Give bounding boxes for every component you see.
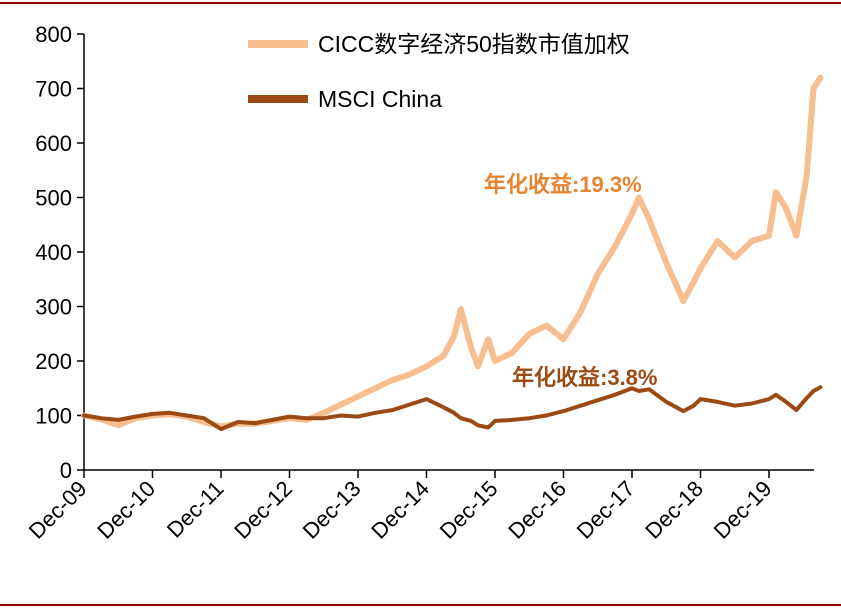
y-tick-label: 200	[35, 349, 72, 374]
x-tick-label: Dec-15	[435, 476, 503, 544]
y-tick-label: 500	[35, 186, 72, 211]
x-tick-label: Dec-14	[366, 476, 434, 544]
series-line-msci	[82, 385, 823, 432]
series-layer	[81, 74, 824, 432]
y-tick-label: 700	[35, 77, 72, 102]
y-tick-label: 800	[35, 22, 72, 47]
legend: CICC数字经济50指数市值加权 MSCI China	[248, 31, 630, 112]
legend-label-cicc: CICC数字经济50指数市值加权	[318, 31, 630, 57]
x-tick-label: Dec-11	[162, 476, 229, 543]
x-tick-label: Dec-18	[640, 476, 708, 544]
series-line-cicc	[81, 74, 824, 430]
bottom-rule	[0, 604, 841, 606]
x-tick-label: Dec-10	[92, 476, 160, 544]
y-tick-label: 400	[35, 240, 72, 265]
annotation-msci: 年化收益:3.8%	[512, 365, 657, 390]
x-tick-label: Dec-19	[709, 476, 777, 544]
y-tick-label: 0	[60, 458, 72, 483]
x-tick-label: Dec-16	[503, 476, 571, 544]
x-tick-label: Dec-09	[24, 476, 92, 544]
top-rule	[0, 2, 841, 4]
y-tick-label: 600	[35, 131, 72, 156]
y-tick-label: 300	[35, 295, 72, 320]
legend-label-msci: MSCI China	[318, 86, 442, 112]
x-tick-label: Dec-13	[298, 476, 366, 544]
y-tick-label: 100	[35, 404, 72, 429]
x-tick-label: Dec-17	[572, 476, 640, 544]
annotation-cicc: 年化收益:19.3%	[484, 172, 642, 197]
x-tick-label: Dec-12	[229, 476, 297, 544]
